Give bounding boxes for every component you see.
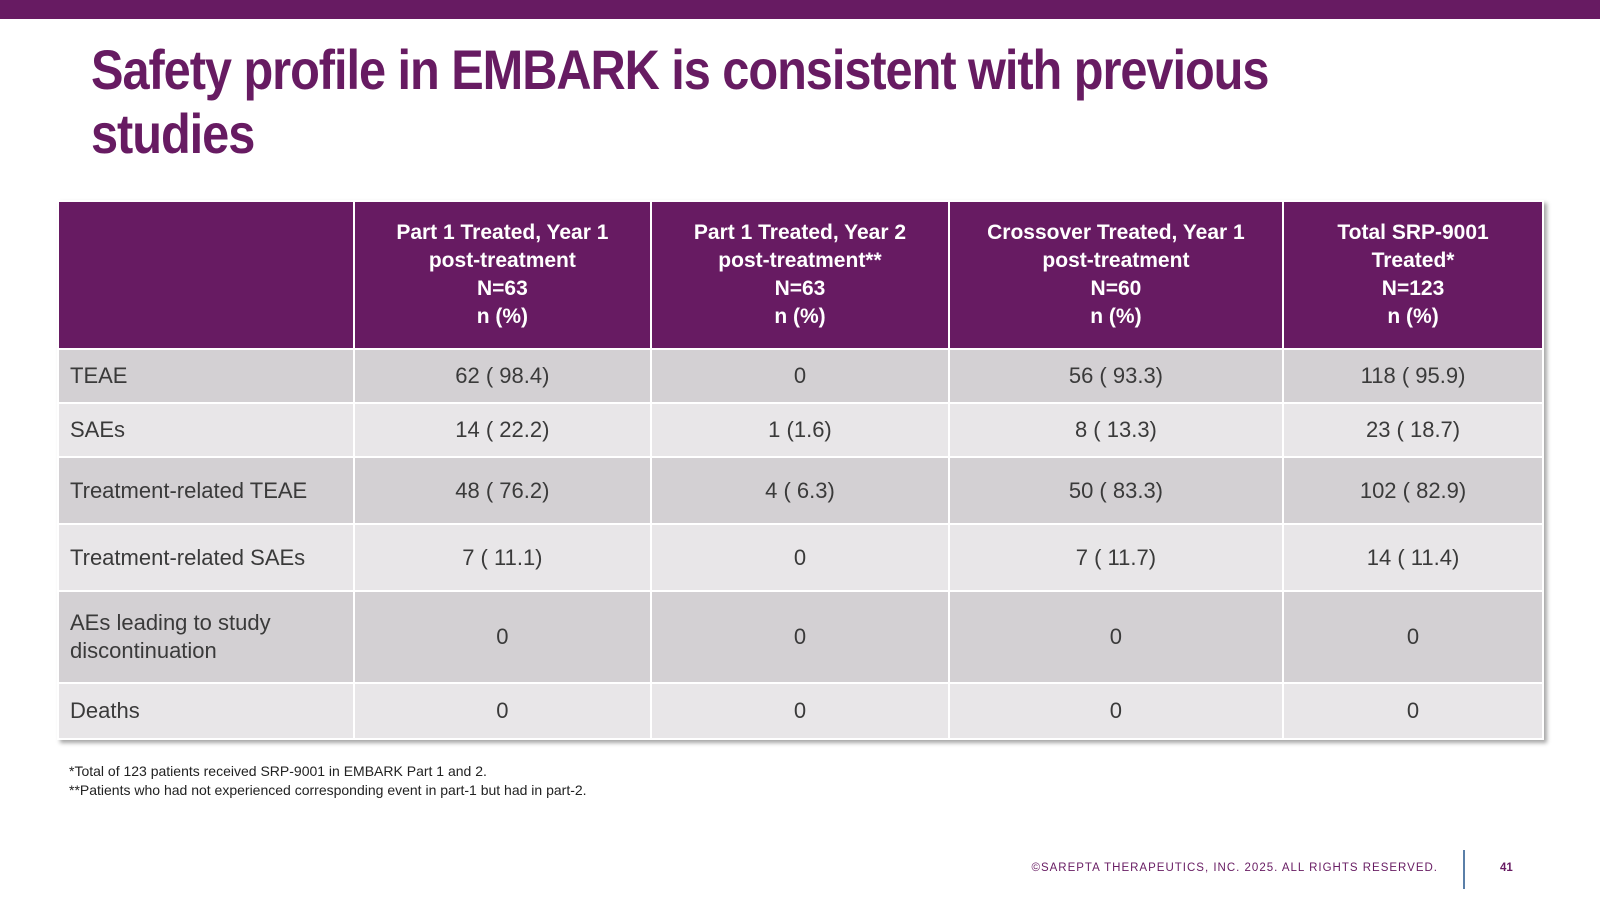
table-cell: 62 ( 98.4) — [352, 348, 653, 404]
row-label: AEs leading to study discontinuation — [57, 590, 355, 684]
table-cell: 0 — [1282, 590, 1544, 684]
table-cell: 0 — [650, 348, 950, 404]
table-row: Treatment-related TEAE 48 ( 76.2) 4 ( 6.3)… — [57, 456, 1544, 525]
table-cell: 7 ( 11.7) — [947, 523, 1285, 592]
row-label: Treatment-related TEAE — [57, 456, 355, 525]
table-cell: 14 ( 22.2) — [352, 402, 653, 458]
table-cell: 0 — [947, 682, 1285, 740]
footnote: **Patients who had not experienced corre… — [69, 782, 587, 798]
table-cell: 0 — [352, 682, 653, 740]
table-cell: 50 ( 83.3) — [947, 456, 1285, 525]
safety-table-container: Part 1 Treated, Year 1 post-treatment N=63… — [57, 200, 1544, 740]
row-label: SAEs — [57, 402, 355, 458]
row-label: TEAE — [57, 348, 355, 404]
table-cell: 0 — [650, 523, 950, 592]
table-cell: 8 ( 13.3) — [947, 402, 1285, 458]
table-header-cell — [57, 200, 355, 350]
table-cell: 0 — [650, 682, 950, 740]
row-label: Deaths — [57, 682, 355, 740]
table-cell: 0 — [352, 590, 653, 684]
table-cell: 0 — [947, 590, 1285, 684]
page-number: 41 — [1500, 862, 1513, 874]
table-row: TEAE 62 ( 98.4) 0 56 ( 93.3) 118 ( 95.9) — [57, 348, 1544, 404]
table-header-row: Part 1 Treated, Year 1 post-treatment N=63… — [57, 200, 1544, 350]
table-row: Deaths 0 0 0 0 — [57, 682, 1544, 740]
row-label: Treatment-related SAEs — [57, 523, 355, 592]
table-cell: 56 ( 93.3) — [947, 348, 1285, 404]
table-cell: 23 ( 18.7) — [1282, 402, 1544, 458]
table-cell: 1 (1.6) — [650, 402, 950, 458]
table-header-cell: Crossover Treated, Year 1 post-treatment N… — [947, 200, 1285, 350]
table-header-cell: Part 1 Treated, Year 2 post-treatment** N=… — [650, 200, 950, 350]
table-cell: 0 — [650, 590, 950, 684]
table-cell: 48 ( 76.2) — [352, 456, 653, 525]
top-accent-bar — [0, 0, 1600, 19]
table-row: SAEs 14 ( 22.2) 1 (1.6) 8 ( 13.3) 23 ( 18.7) — [57, 402, 1544, 458]
table-cell: 4 ( 6.3) — [650, 456, 950, 525]
safety-table: Part 1 Treated, Year 1 post-treatment N=63… — [57, 200, 1544, 740]
table-cell: 7 ( 11.1) — [352, 523, 653, 592]
copyright-text: ©SAREPTA THERAPEUTICS, INC. 2025. ALL RI… — [1031, 862, 1438, 874]
table-header-cell: Part 1 Treated, Year 1 post-treatment N=63… — [352, 200, 653, 350]
table-header-cell: Total SRP-9001 Treated* N=123 n (%) — [1282, 200, 1544, 350]
footnote: *Total of 123 patients received SRP-9001… — [69, 763, 487, 779]
footer-divider — [1463, 850, 1465, 889]
table-row: Treatment-related SAEs 7 ( 11.1) 0 7 ( 11.7… — [57, 523, 1544, 592]
table-cell: 102 ( 82.9) — [1282, 456, 1544, 525]
table-cell: 14 ( 11.4) — [1282, 523, 1544, 592]
table-body: TEAE 62 ( 98.4) 0 56 ( 93.3) 118 ( 95.9) SAEs… — [57, 348, 1544, 740]
footnotes: *Total of 123 patients received SRP-9001… — [69, 762, 587, 800]
table-row: AEs leading to study discontinuation 0 0 0 0 — [57, 590, 1544, 684]
table-cell: 0 — [1282, 682, 1544, 740]
table-cell: 118 ( 95.9) — [1282, 348, 1544, 404]
page-title: Safety profile in EMBARK is consistent w… — [91, 38, 1269, 165]
